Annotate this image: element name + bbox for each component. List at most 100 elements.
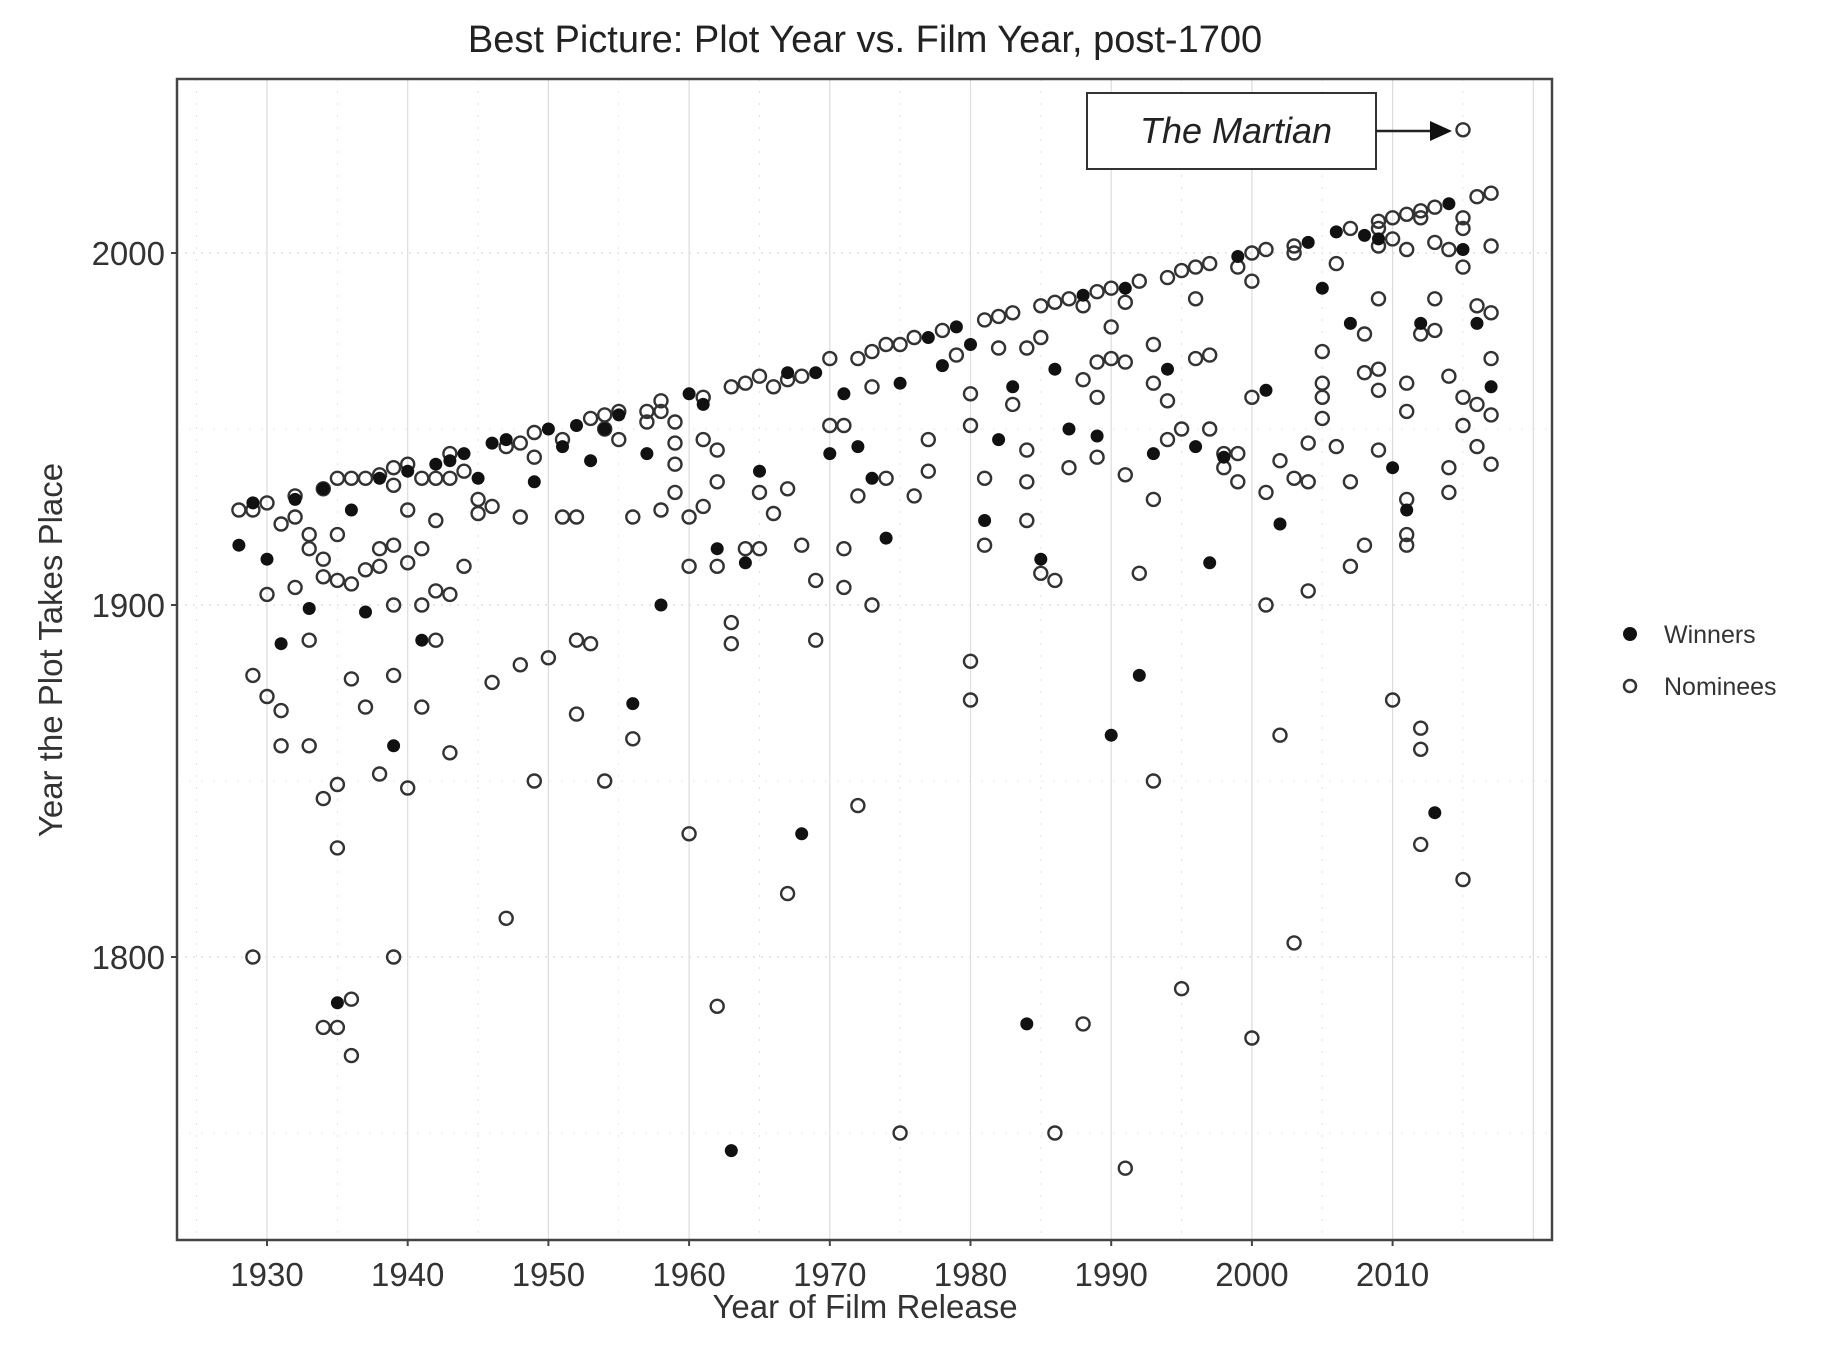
winner-point: [598, 422, 612, 436]
nominee-point: [1384, 692, 1401, 708]
nominee-point: [301, 526, 317, 543]
nominee-point: [1061, 460, 1077, 476]
nominee-point: [1201, 421, 1218, 437]
nominee-point: [442, 470, 458, 486]
nominee-point: [329, 526, 346, 543]
winner-point: [527, 475, 541, 489]
winner-point: [344, 503, 358, 517]
nominee-point: [1441, 484, 1457, 501]
nominee-point: [878, 336, 894, 353]
nominee-point: [329, 1019, 346, 1036]
winner-point: [387, 739, 401, 753]
nominee-point: [400, 555, 416, 571]
nominee-point: [1412, 203, 1429, 219]
nominee-point: [1033, 329, 1049, 346]
nominee-point: [512, 657, 528, 673]
winner-point: [964, 338, 977, 351]
nominee-point: [301, 738, 317, 754]
nominee-point: [1398, 375, 1415, 391]
winner-point: [640, 447, 654, 461]
nominee-point: [1089, 389, 1105, 405]
winner-point: [1189, 440, 1203, 454]
nominee-point: [667, 435, 683, 451]
nominee-point: [864, 597, 880, 613]
nominee-point: [962, 653, 979, 669]
nominee-point: [1469, 188, 1485, 205]
nominee-point: [1300, 435, 1316, 451]
nominee-point: [329, 840, 346, 856]
nominee-point: [751, 541, 768, 557]
x-tick-label: 1990: [1074, 1256, 1147, 1293]
nominee-point: [1356, 537, 1373, 553]
winner-point: [682, 387, 696, 401]
nominee-point: [1286, 238, 1302, 254]
nominee-point: [414, 470, 430, 486]
winner-point: [893, 376, 907, 390]
nominee-point: [1483, 305, 1499, 321]
winner-point: [654, 598, 668, 612]
nominee-point: [329, 572, 346, 589]
x-tick-label: 1950: [512, 1256, 585, 1293]
winner-point: [1386, 461, 1400, 475]
nominee-point: [779, 885, 796, 902]
nominee-point: [414, 699, 430, 715]
nominee-point: [1075, 372, 1091, 388]
nominee-point: [808, 572, 824, 589]
winner-point: [1273, 517, 1287, 531]
nominee-point: [442, 586, 458, 603]
nominee-point: [1427, 322, 1443, 339]
winner-point: [316, 482, 330, 496]
nominee-point: [723, 379, 739, 395]
nominee-point: [343, 1047, 360, 1064]
nominee-point: [259, 688, 275, 705]
nominee-point: [1314, 375, 1331, 391]
nominee-point: [597, 407, 613, 423]
nominee-point: [1258, 484, 1274, 501]
nominee-point: [582, 410, 599, 427]
nominee-point: [1427, 234, 1443, 251]
nominee-point: [976, 537, 993, 553]
nominee-point: [1314, 343, 1331, 360]
nominee-point: [385, 597, 402, 613]
winner-point: [1470, 316, 1484, 330]
nominee-point: [1384, 231, 1401, 247]
nominee-point: [385, 667, 402, 684]
winner-point: [738, 556, 752, 570]
nominee-point: [1272, 727, 1288, 743]
nominee-point: [1370, 291, 1387, 307]
winner-point: [710, 542, 724, 556]
winner-point: [359, 605, 372, 619]
winner-point: [1400, 503, 1414, 517]
nominee-point: [245, 949, 261, 965]
nominee-point: [371, 766, 388, 782]
nominee-point: [681, 509, 697, 525]
nominee-point: [1469, 438, 1485, 455]
nominee-point: [779, 481, 796, 497]
winner-point: [1104, 728, 1118, 742]
data-points: [231, 122, 1499, 1176]
winner-point: [401, 464, 415, 478]
nominee-point: [315, 551, 331, 567]
nominee-point: [1370, 213, 1387, 230]
winner-point: [1161, 362, 1174, 376]
nominee-point: [808, 632, 824, 648]
winner-point: [921, 331, 935, 344]
nominee-point: [1455, 210, 1471, 226]
nominee-point: [1173, 262, 1190, 279]
nominee-point: [1286, 245, 1302, 261]
nominee-point: [498, 910, 514, 926]
nominee-point: [906, 329, 922, 346]
nominee-point: [1117, 467, 1134, 483]
nominee-point: [1244, 1030, 1260, 1046]
nominee-point: [1412, 210, 1429, 226]
nominee-point: [526, 449, 542, 465]
nominee-point: [1483, 185, 1499, 201]
nominee-point: [1398, 526, 1415, 543]
nominee-point: [1314, 389, 1331, 405]
winner-point: [499, 433, 513, 447]
nominee-point: [990, 340, 1007, 356]
nominee-point: [385, 477, 402, 493]
nominee-point: [1398, 206, 1415, 223]
winner-point: [330, 996, 344, 1010]
